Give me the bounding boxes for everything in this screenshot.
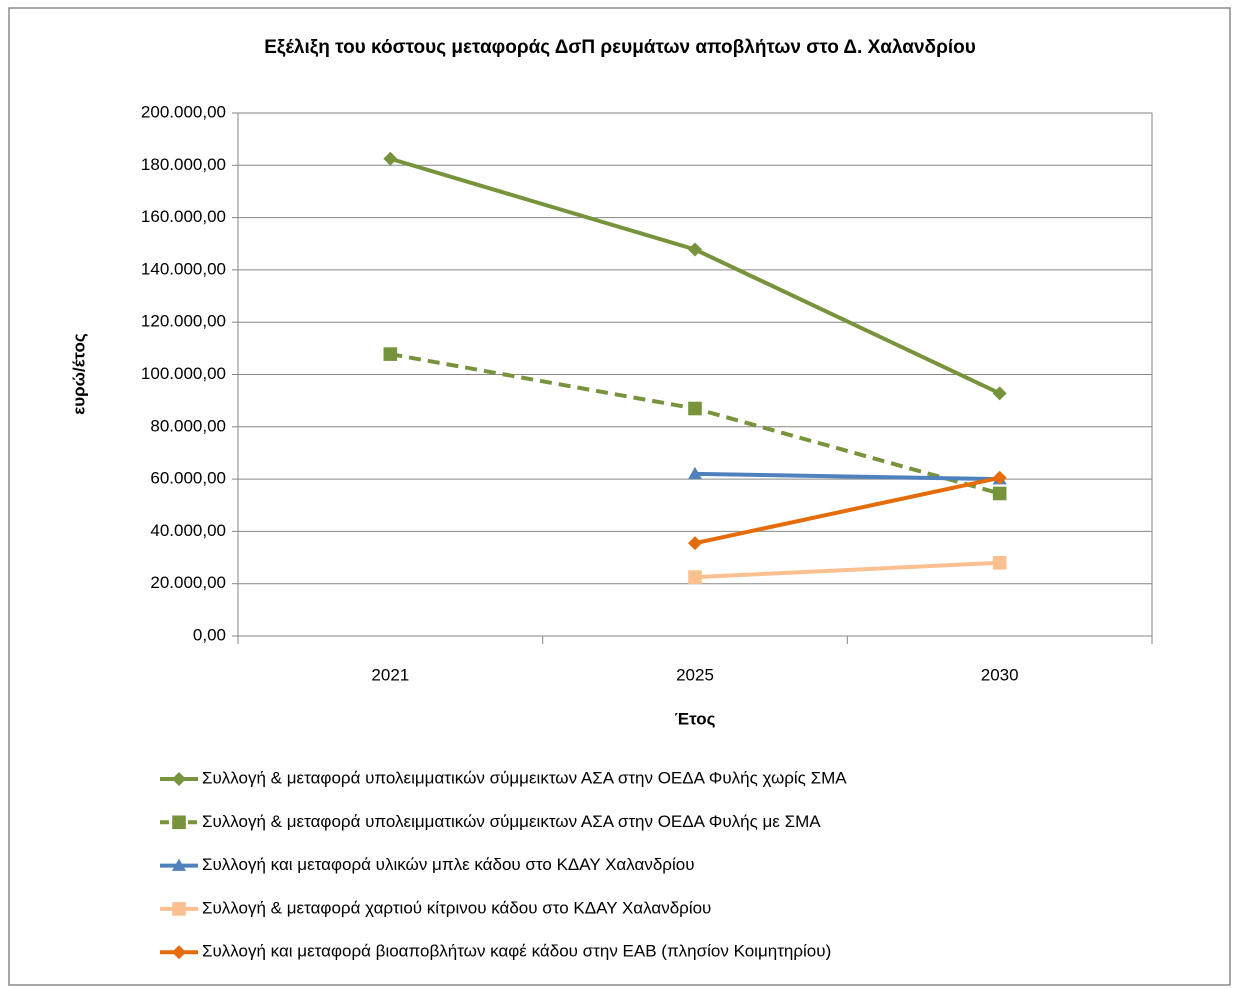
x-tick-label: 2030 — [981, 665, 1019, 684]
chart-title: Εξέλιξη του κόστους μεταφοράς ΔσΠ ρευμάτ… — [264, 37, 976, 58]
legend-marker — [172, 902, 186, 916]
y-tick-label: 20.000,00 — [150, 573, 226, 592]
y-tick-label: 0,00 — [193, 625, 226, 644]
y-tick-label: 180.000,00 — [141, 155, 226, 174]
marker — [992, 386, 1007, 401]
x-tick-label: 2021 — [371, 665, 409, 684]
legend-label: Συλλογή και μεταφορά βιοαποβλήτων καφέ κ… — [202, 942, 831, 961]
series-line — [694, 471, 1000, 482]
y-tick-label: 140.000,00 — [141, 259, 226, 278]
y-tick-label: 200.000,00 — [141, 102, 226, 121]
marker — [992, 470, 1007, 485]
legend-label: Συλλογή & μεταφορά υπολειμματικών σύμμει… — [202, 812, 821, 831]
legend-label: Συλλογή και μεταφορά υλικών μπλε κάδου σ… — [202, 855, 695, 874]
y-tick-label: 60.000,00 — [150, 469, 226, 488]
legend-marker — [172, 772, 186, 786]
series-line — [694, 475, 1001, 546]
marker — [992, 486, 1007, 501]
marker — [688, 242, 702, 257]
marker — [992, 555, 1007, 570]
legend-marker — [172, 815, 186, 830]
y-tick-label: 40.000,00 — [150, 521, 226, 540]
legend-label: Συλλογή & μεταφορά χαρτιού κίτρινου κάδο… — [202, 898, 711, 917]
marker — [688, 466, 702, 480]
x-tick-label: 2025 — [676, 665, 714, 684]
marker — [688, 570, 702, 584]
y-tick-label: 120.000,00 — [141, 312, 226, 331]
legend-label: Συλλογή & μεταφορά υπολειμματικών σύμμει… — [202, 768, 847, 787]
marker — [383, 151, 398, 166]
legend-marker — [172, 858, 186, 871]
y-tick-label: 80.000,00 — [150, 416, 226, 435]
y-tick-label: 160.000,00 — [141, 207, 226, 226]
marker — [688, 536, 702, 551]
marker — [383, 347, 398, 361]
y-tick-label: 100.000,00 — [141, 364, 226, 383]
marker — [688, 401, 702, 416]
x-axis-label: Έτος — [675, 709, 716, 728]
legend-marker — [172, 945, 186, 960]
y-axis-label: ευρώ/έτος — [69, 333, 88, 415]
series-line — [694, 560, 1000, 580]
